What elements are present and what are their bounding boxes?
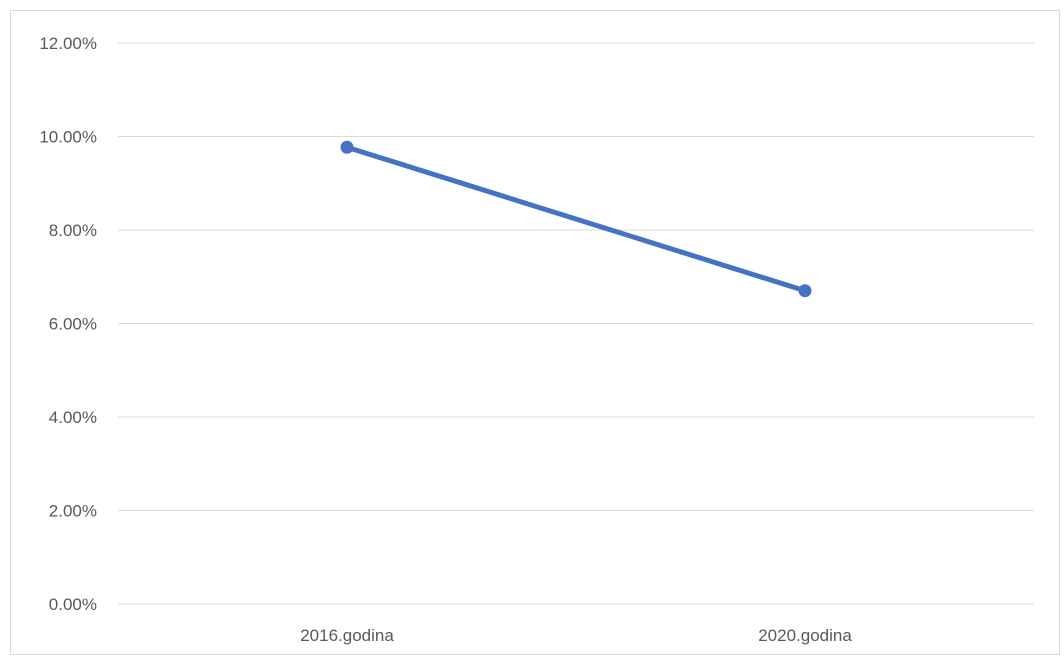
data-point bbox=[799, 284, 812, 297]
y-tick-label: 12.00% bbox=[39, 34, 97, 53]
y-tick-label: 6.00% bbox=[49, 315, 97, 334]
y-tick-label: 8.00% bbox=[49, 221, 97, 240]
y-tick-label: 4.00% bbox=[49, 408, 97, 427]
y-axis-tick-labels: 0.00% 2.00% 4.00% 6.00% 8.00% 10.00% 12.00% bbox=[39, 34, 97, 614]
gridlines bbox=[118, 43, 1034, 604]
y-tick-label: 0.00% bbox=[49, 595, 97, 614]
x-tick-label: 2016.godina bbox=[300, 626, 394, 645]
y-tick-label: 10.00% bbox=[39, 128, 97, 147]
x-tick-label: 2020.godina bbox=[758, 626, 852, 645]
series-line bbox=[347, 147, 805, 291]
series-group bbox=[341, 141, 812, 298]
data-point bbox=[341, 141, 354, 154]
x-axis-tick-labels: 2016.godina 2020.godina bbox=[300, 626, 852, 645]
y-tick-label: 2.00% bbox=[49, 502, 97, 521]
